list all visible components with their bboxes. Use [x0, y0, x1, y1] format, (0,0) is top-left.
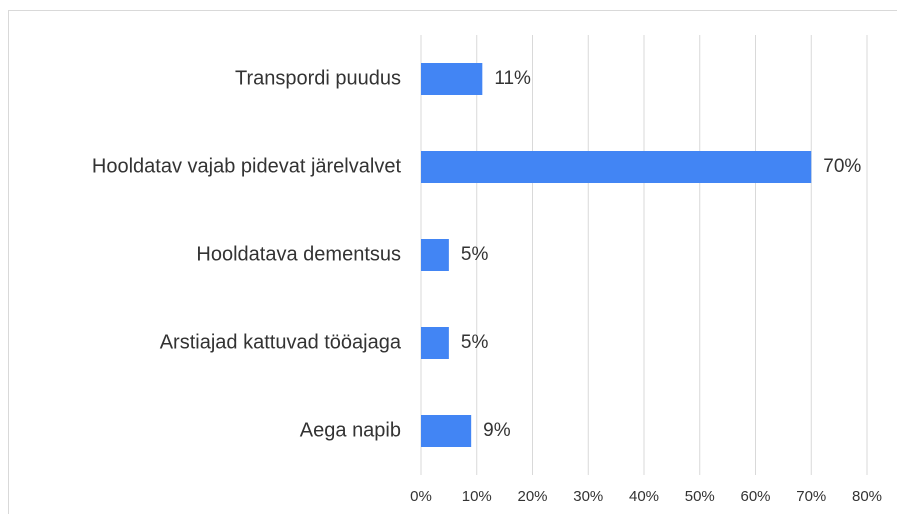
y-tick-label: Transpordi puudus	[235, 67, 401, 89]
bar	[421, 151, 812, 183]
value-label: 5%	[461, 332, 489, 353]
value-label: 70%	[823, 156, 861, 177]
bar	[421, 327, 449, 359]
bar	[421, 415, 472, 447]
x-tick-label: 20%	[517, 488, 547, 505]
x-tick-label: 70%	[796, 488, 826, 505]
y-tick-label: Aega napib	[300, 419, 401, 441]
bar	[421, 239, 449, 271]
x-tick-label: 50%	[685, 488, 715, 505]
y-tick-label: Hooldatav vajab pidevat järelvalvet	[92, 155, 402, 177]
y-tick-label: Arstiajad kattuvad tööajaga	[160, 331, 402, 353]
value-label: 9%	[483, 420, 511, 441]
y-tick-label: Hooldatava dementsus	[196, 243, 401, 265]
bar	[421, 63, 483, 95]
x-tick-label: 10%	[462, 488, 492, 505]
value-label: 5%	[461, 244, 489, 265]
x-tick-label: 0%	[410, 488, 432, 505]
x-tick-label: 60%	[740, 488, 770, 505]
x-tick-label: 80%	[852, 488, 882, 505]
chart-border	[8, 10, 897, 514]
x-tick-label: 40%	[629, 488, 659, 505]
value-label: 11%	[494, 68, 531, 89]
x-tick-label: 30%	[573, 488, 603, 505]
